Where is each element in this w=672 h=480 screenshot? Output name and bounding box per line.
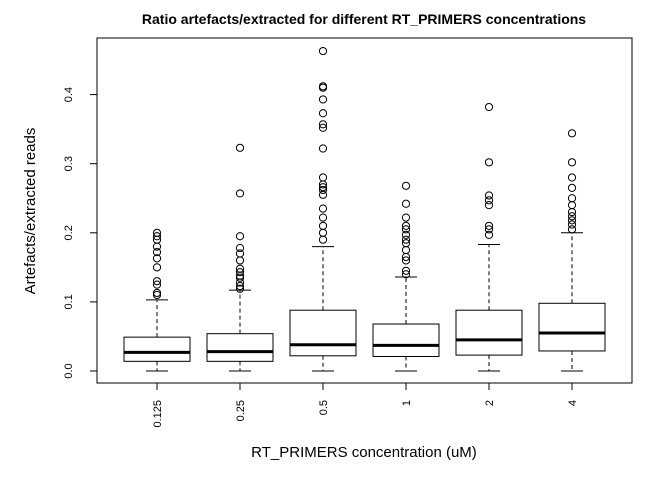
outlier-point (401, 235, 411, 244)
outlier-point (484, 221, 494, 230)
outlier-point (567, 225, 577, 234)
outlier-point (401, 181, 411, 190)
outlier-point (567, 158, 577, 167)
x-tick-label: 4 (567, 400, 579, 406)
outlier-point (567, 212, 577, 221)
outlier-point (318, 109, 328, 118)
boxes-layer (123, 46, 606, 372)
outlier-point (235, 284, 245, 293)
outlier-point (484, 225, 494, 234)
outlier-point (401, 256, 411, 265)
outlier-point (484, 191, 494, 200)
outlier-point (235, 189, 245, 198)
outlier-point (152, 288, 162, 298)
outlier-point (318, 46, 328, 56)
outlier-point (152, 228, 162, 237)
outlier-point (235, 243, 245, 253)
outlier-point (401, 270, 411, 279)
outlier-point (567, 207, 577, 217)
box-0.125 (123, 228, 191, 372)
outlier-point (401, 225, 411, 234)
outlier-point (484, 158, 494, 167)
outlier-point (318, 144, 328, 153)
outlier-point (318, 123, 328, 132)
x-tick-label: 0.25 (235, 400, 247, 421)
outlier-point (484, 102, 494, 112)
x-axis-label: RT_PRIMERS concentration (uM) (251, 444, 477, 461)
outlier-point (235, 249, 245, 258)
x-tick-label: 2 (484, 400, 496, 406)
outlier-point (401, 230, 411, 239)
box-0.25 (206, 143, 274, 372)
iqr-box (455, 309, 523, 356)
outlier-point (152, 242, 162, 251)
y-tick-label: 0.2 (63, 225, 75, 240)
y-axis: 0.0 0.1 0.2 0.3 0.4 (63, 87, 98, 379)
outlier-point (318, 185, 328, 195)
outlier-point (235, 232, 245, 241)
box-2 (455, 102, 523, 372)
iqr-box (538, 302, 606, 352)
iqr-box (123, 336, 191, 362)
outlier-point (235, 281, 245, 291)
outlier-point (567, 201, 577, 210)
outlier-point (567, 183, 577, 192)
outlier-point (318, 120, 328, 129)
outlier-point (152, 280, 162, 289)
outlier-point (401, 213, 411, 222)
outlier-point (318, 235, 328, 244)
outlier-point (152, 232, 162, 241)
outlier-point (567, 129, 577, 138)
outlier-point (401, 199, 411, 208)
box-0.5 (289, 46, 357, 372)
outlier-point (567, 220, 577, 229)
outlier-point (318, 228, 328, 237)
iqr-box (206, 333, 274, 362)
outlier-point (567, 216, 577, 225)
outlier-point (318, 95, 328, 104)
x-tick-label: 0.5 (318, 400, 330, 415)
outlier-point (152, 263, 162, 272)
outlier-point (401, 221, 411, 230)
outlier-point (567, 173, 577, 182)
outlier-point (235, 256, 245, 265)
y-tick-label: 0.0 (63, 363, 75, 378)
y-tick-label: 0.4 (63, 87, 75, 102)
outlier-point (484, 201, 494, 210)
outlier-point (484, 230, 494, 239)
iqr-box (289, 309, 357, 357)
outlier-point (318, 183, 328, 192)
iqr-box (372, 323, 440, 357)
outlier-point (401, 266, 411, 275)
outlier-point (401, 245, 411, 255)
outlier-point (318, 204, 328, 213)
outlier-point (401, 239, 411, 248)
outlier-point (152, 277, 162, 286)
outlier-point (152, 254, 162, 263)
outlier-point (235, 264, 245, 273)
outlier-point (318, 173, 328, 182)
outlier-point (318, 82, 328, 91)
box-1 (372, 181, 440, 372)
x-tick-label: 0.125 (152, 400, 164, 428)
outlier-point (235, 268, 245, 277)
outlier-point (484, 196, 494, 205)
outlier-point (235, 143, 245, 152)
outlier-point (152, 248, 162, 257)
x-tick-label: 1 (401, 400, 413, 406)
y-tick-label: 0.3 (63, 156, 75, 171)
outlier-point (235, 273, 245, 282)
x-axis: 0.125 0.25 0.5 1 2 4 (152, 382, 579, 428)
outlier-point (567, 194, 577, 203)
outlier-point (318, 213, 328, 222)
y-axis-label: Artefacts/extracted reads (22, 128, 39, 295)
chart-title: Ratio artefacts/extracted for different … (142, 11, 586, 27)
y-tick-label: 0.1 (63, 294, 75, 309)
outlier-point (152, 290, 162, 300)
outlier-point (318, 221, 328, 230)
box-4 (538, 129, 606, 372)
